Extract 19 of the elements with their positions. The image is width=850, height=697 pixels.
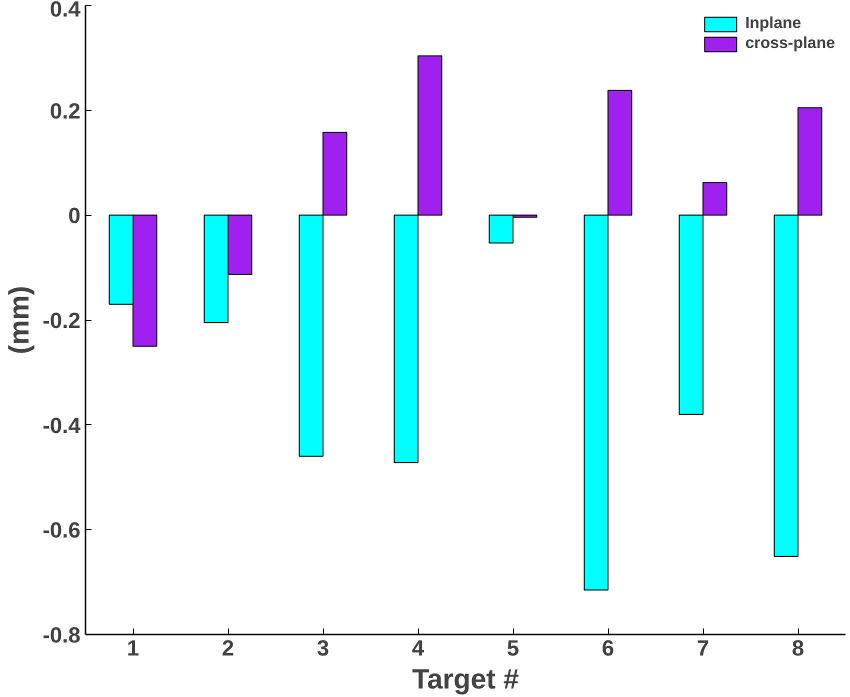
x-tick-label: 4 — [412, 636, 425, 660]
x-tick-label: 3 — [316, 636, 330, 660]
legend-label: Inplane — [745, 15, 802, 33]
x-tick-label: 8 — [792, 636, 804, 660]
y-tick-label: 0.2 — [50, 98, 81, 124]
x-tick-label: 7 — [696, 636, 710, 660]
y-tick-label: -0.6 — [42, 518, 81, 543]
y-axis-title: (mm) — [4, 286, 35, 354]
y-tick-label: -0.4 — [42, 412, 82, 438]
x-tick-label: 1 — [126, 636, 140, 660]
y-tick-label: 0 — [68, 203, 81, 228]
x-axis-title: Target # — [412, 664, 520, 694]
y-tick-label: -0.8 — [42, 622, 81, 648]
legend-label: cross-plane — [745, 35, 835, 53]
x-tick-label: 5 — [506, 636, 520, 660]
y-tick-label: 0.4 — [50, 0, 82, 22]
x-tick-label: 6 — [602, 636, 614, 660]
y-tick-label: -0.2 — [42, 308, 81, 333]
x-tick-label: 2 — [222, 636, 234, 660]
